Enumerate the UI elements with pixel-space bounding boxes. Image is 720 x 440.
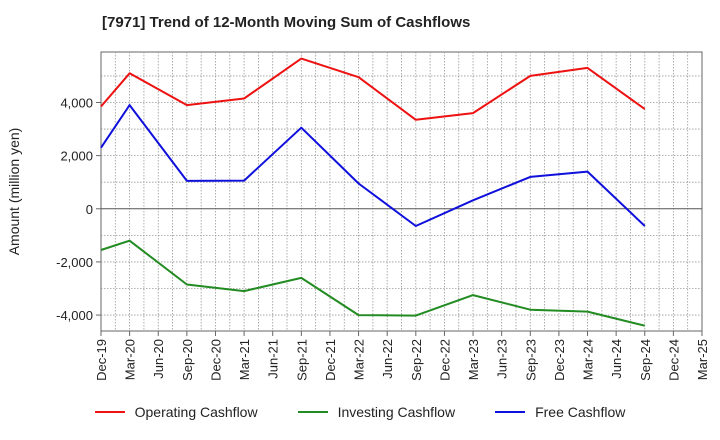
- x-tick-label: Dec-24: [666, 339, 681, 381]
- y-tick-label: 2,000: [60, 149, 93, 164]
- y-tick-label: 0: [86, 202, 93, 217]
- x-tick-label: Sep-24: [638, 339, 653, 381]
- y-axis-label: Amount (million yen): [6, 128, 22, 256]
- plot-area: -4,000 -2,000 0 2,000 4,000 Amount (million y…: [6, 51, 710, 381]
- legend-swatch-free: [495, 411, 526, 413]
- x-tick-label: Dec-22: [437, 339, 452, 381]
- x-tick-label: Jun-22: [380, 339, 395, 379]
- legend-swatch-operating: [94, 411, 125, 413]
- x-tick-label: Dec-20: [208, 339, 223, 381]
- series-line-investing-cashflow: [100, 239, 646, 327]
- x-tick-label: Mar-20: [123, 339, 138, 380]
- legend-label-investing: Investing Cashflow: [337, 404, 456, 420]
- legend-item-operating: Operating Cashflow: [94, 404, 258, 420]
- y-tick-label: -4,000: [56, 308, 93, 323]
- x-tick-label: Jun-21: [266, 339, 281, 379]
- legend-item-free: Free Cashflow: [495, 404, 625, 420]
- x-tick-label: Mar-22: [352, 339, 367, 380]
- series-line-free-cashflow: [100, 104, 646, 227]
- legend-item-investing: Investing Cashflow: [297, 404, 456, 420]
- x-tick-label: Jun-20: [151, 339, 166, 379]
- x-tick-label: Mar-24: [581, 339, 596, 380]
- chart-legend: Operating Cashflow Investing Cashflow Fr…: [0, 404, 720, 420]
- x-tick-label: Dec-21: [323, 339, 338, 381]
- x-tick-label: Jun-24: [609, 339, 624, 379]
- x-tick-label: Dec-23: [552, 339, 567, 381]
- series-line-operating-cashflow: [100, 57, 646, 121]
- x-tick-label: Mar-21: [237, 339, 252, 380]
- legend-label-operating: Operating Cashflow: [134, 404, 258, 420]
- x-tick-label: Mar-23: [466, 339, 481, 380]
- chart-title: [7971] Trend of 12-Month Moving Sum of C…: [102, 14, 471, 31]
- x-tick-label: Sep-20: [180, 339, 195, 381]
- x-tick-label: Sep-21: [294, 339, 309, 381]
- x-tick-label: Sep-22: [409, 339, 424, 381]
- x-tick-label: Sep-23: [523, 339, 538, 381]
- x-tick-label: Mar-25: [695, 339, 710, 380]
- x-tick-label: Jun-23: [495, 339, 510, 379]
- y-tick-label: -2,000: [56, 255, 93, 270]
- y-tick-label: 4,000: [60, 95, 93, 110]
- legend-label-free: Free Cashflow: [535, 404, 626, 420]
- legend-swatch-investing: [297, 411, 328, 413]
- x-tick-label: Dec-19: [94, 339, 109, 381]
